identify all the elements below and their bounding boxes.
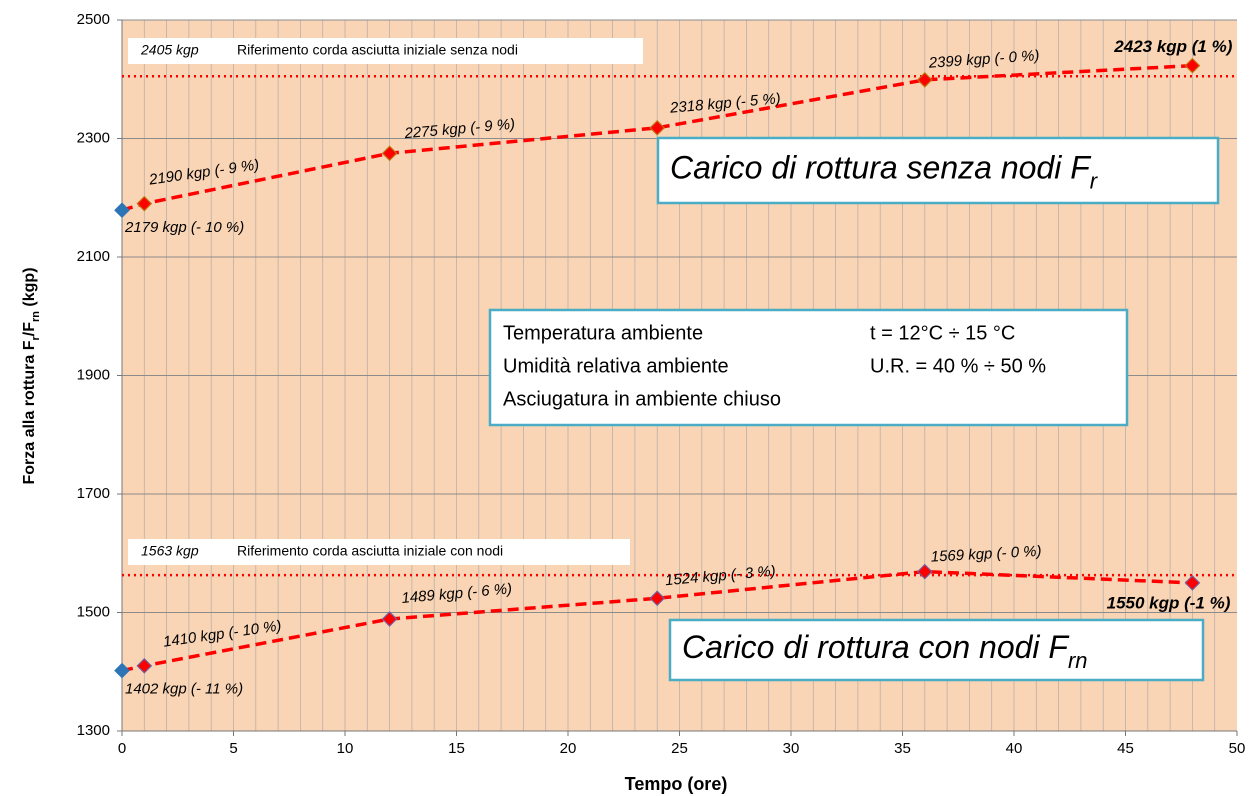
annotation-box [668, 618, 1205, 682]
data-point [649, 119, 666, 136]
y-axis-label: Forza alla rottura Fr/Frn (kgp) [21, 267, 42, 484]
data-point [916, 71, 933, 88]
reference-label-box [128, 539, 630, 565]
info-text: Asciugatura in ambiente chiuso [503, 388, 781, 410]
x-tick-label: 5 [229, 740, 237, 757]
x-tick-label: 10 [337, 740, 354, 757]
annotation-text: Carico di rottura con nodi F [682, 629, 1070, 665]
info-text: Umidità relativa ambiente [503, 355, 729, 377]
data-point [381, 611, 398, 627]
y-axis-label-part: r [30, 336, 42, 341]
y-axis-label-part: /F [21, 322, 38, 336]
data-point [1184, 575, 1201, 591]
x-axis-label: Tempo (ore) [625, 774, 728, 794]
data-point [649, 590, 666, 607]
y-axis-label-part: Forza alla rottura F [21, 340, 38, 484]
y-tick-label: 2500 [77, 11, 110, 28]
annotation-text: Carico di rottura senza nodi F [670, 150, 1092, 186]
info-box [488, 308, 1129, 427]
data-point [1184, 57, 1201, 74]
x-tick-label: 15 [448, 740, 465, 757]
x-tick-label: 45 [1117, 740, 1134, 757]
annotation: Carico di rottura senza nodi Fr [670, 150, 1099, 194]
y-tick-label: 2100 [77, 248, 110, 265]
data-point [136, 657, 153, 674]
y-tick-label: 2300 [77, 129, 110, 146]
data-point [136, 195, 153, 212]
y-tick-label: 1500 [77, 603, 110, 620]
data-point [381, 145, 398, 162]
annotation-sub: r [1090, 169, 1099, 194]
data-label: 2179 kgp (- 10 %) [124, 219, 244, 236]
data-point [114, 662, 130, 679]
y-tick-label: 1300 [77, 722, 110, 739]
reference-label-box [128, 38, 643, 64]
annotation: Carico di rottura con nodi Frn [682, 629, 1088, 673]
reference-text: Riferimento corda asciutta iniziale senz… [237, 42, 518, 58]
info-text: U.R. = 40 % ÷ 50 % [870, 355, 1046, 377]
data-label: 1550 kgp (-1 %) [1107, 593, 1231, 612]
data-point [114, 202, 130, 219]
x-tick-label: 40 [1006, 740, 1023, 757]
y-tick-label: 1900 [77, 366, 110, 383]
y-axis-label-part: rn [30, 311, 42, 322]
y-tick-label: 1700 [77, 485, 110, 502]
data-label: 1569 kgp (- 0 %) [930, 543, 1042, 566]
x-tick-label: 20 [560, 740, 577, 757]
x-tick-label: 35 [894, 740, 911, 757]
reference-label: 1563 kgp [141, 543, 199, 559]
x-tick-label: 25 [671, 740, 688, 757]
x-tick-label: 30 [783, 740, 800, 757]
data-point [916, 563, 933, 580]
info-text: Temperatura ambiente [503, 322, 703, 344]
reference-text: Riferimento corda asciutta iniziale con … [237, 543, 503, 559]
annotation-box [656, 136, 1220, 205]
info-text: t = 12°C ÷ 15 °C [870, 322, 1015, 344]
reference-label: 2405 kgp [140, 42, 199, 58]
data-label: 1402 kgp (- 11 %) [125, 681, 243, 698]
data-label: 2423 kgp (1 %) [1113, 37, 1232, 56]
annotation-sub: rn [1068, 648, 1088, 673]
x-tick-label: 0 [118, 740, 126, 757]
y-axis-label-part: (kgp) [21, 267, 38, 311]
x-tick-label: 50 [1229, 740, 1246, 757]
